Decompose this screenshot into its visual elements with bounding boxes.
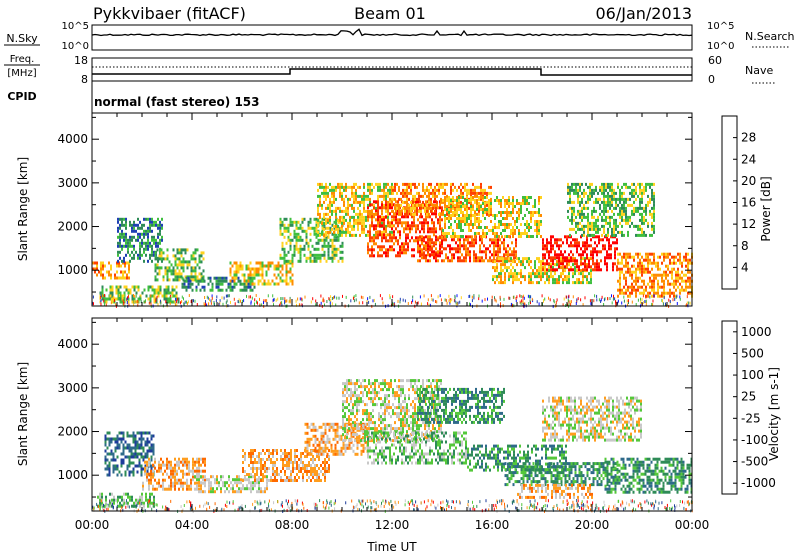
data-region — [542, 396, 642, 442]
data-region — [417, 387, 505, 424]
data-region — [229, 261, 294, 286]
freq-frame — [91, 57, 693, 82]
data-region — [367, 200, 443, 258]
colorbar-tick-label: 4 — [741, 260, 749, 274]
data-region — [442, 196, 542, 238]
y-tick-label: 1000 — [57, 263, 88, 277]
colorbar-tick-label: 20 — [741, 174, 756, 188]
data-region — [504, 462, 619, 487]
nsky-tick-bottom: 10^0 — [62, 41, 89, 52]
x-tick-label: 12:00 — [375, 518, 410, 532]
colorbar-tick-label: -1000 — [741, 476, 776, 490]
beam-title: Beam 01 — [354, 4, 426, 23]
colorbar-tick-label: 24 — [741, 152, 756, 166]
power-colorbar-label: Power [dB] — [759, 176, 773, 241]
power-panel: 1000 2000 3000 4000 Slant Range [km] 4 8 12 16… — [16, 112, 773, 308]
x-tick-label: 08:00 — [275, 518, 310, 532]
freq-label: Freq. — [10, 54, 35, 65]
colorbar-tick-label: 12 — [741, 217, 756, 231]
y-tick-label: 3000 — [57, 176, 88, 190]
power-ylabel: Slant Range [km] — [16, 157, 30, 261]
data-region — [117, 217, 163, 263]
data-region — [142, 457, 206, 491]
velocity-ylabel: Slant Range [km] — [16, 362, 30, 466]
y-tick-label: 1000 — [57, 468, 88, 482]
velocity-colorbar-label: Velocity [m s-1] — [767, 367, 781, 461]
nsky-label: N.Sky — [6, 32, 38, 45]
x-axis-title: Time UT — [366, 540, 417, 554]
nsearch-label: N.Search — [745, 30, 795, 43]
data-region — [542, 235, 618, 272]
data-region — [192, 475, 268, 494]
date-title: 06/Jan/2013 — [595, 4, 692, 23]
nsky-panel: N.Sky 10^5 10^0 10^5 10^0 N.Search — [4, 21, 795, 52]
velocity-colorbar: 1000 500 100 25 -25 -100 -500 -1000 — [721, 320, 776, 495]
cpid-label: CPID — [7, 90, 36, 103]
x-tick-label: 00:00 — [75, 518, 110, 532]
data-region — [92, 261, 130, 280]
freq-tick-top: 18 — [74, 54, 88, 67]
nsearch-tick-top: 10^5 — [707, 21, 734, 32]
data-region — [617, 252, 693, 298]
y-tick-label: 4000 — [57, 132, 88, 146]
power-y-axis: 1000 2000 3000 4000 — [57, 116, 692, 293]
power-x-axis — [91, 113, 693, 306]
y-tick-label: 2000 — [57, 425, 88, 439]
freq-trace — [92, 68, 692, 76]
data-region — [242, 449, 330, 482]
velocity-data — [92, 379, 693, 513]
nsky-frame — [91, 24, 693, 51]
x-tick-label: 00:00 — [675, 518, 710, 532]
x-tick-label: 16:00 — [475, 518, 510, 532]
colorbar-tick-label: 8 — [741, 239, 749, 253]
data-region — [279, 217, 344, 263]
freq-unit: [MHz] — [7, 68, 36, 79]
data-region — [154, 248, 205, 282]
colorbar-tick-label: 28 — [741, 131, 756, 145]
y-tick-label: 2000 — [57, 220, 88, 234]
data-region — [492, 257, 592, 285]
colorbar-tick-label: -500 — [741, 455, 768, 469]
nsky-tick-top: 10^5 — [62, 21, 89, 32]
velocity-y-axis: 1000 2000 3000 4000 — [57, 321, 692, 498]
colorbar-tick-label: 1000 — [741, 325, 772, 339]
data-region — [517, 483, 593, 499]
nave-label: Nave — [745, 64, 773, 77]
colorbar-tick-label: -25 — [741, 411, 761, 425]
power-data — [92, 182, 693, 308]
y-tick-label: 4000 — [57, 337, 88, 351]
colorbar-tick-label: 500 — [741, 346, 764, 360]
colorbar-tick-label: 16 — [741, 196, 756, 210]
velocity-x-axis: 00:00 04:00 08:00 12:00 16:00 20:00 00:00 — [75, 318, 710, 532]
data-region — [104, 431, 155, 477]
colorbar-tick-label: -100 — [741, 433, 768, 447]
freq-panel: Freq. [MHz] 18 8 60 0 Nave — [4, 54, 775, 86]
cpid-text: normal (fast stereo) 153 — [94, 95, 260, 109]
power-colorbar: 4 8 12 16 20 24 28 — [721, 115, 756, 290]
nave-tick-top: 60 — [708, 54, 722, 67]
freq-tick-bottom: 8 — [81, 73, 88, 86]
y-tick-label: 3000 — [57, 381, 88, 395]
nsearch-tick-bottom: 10^0 — [707, 41, 734, 52]
x-tick-label: 04:00 — [175, 518, 210, 532]
nsky-trace — [91, 28, 693, 37]
nave-tick-bottom: 0 — [708, 73, 715, 86]
data-region — [567, 182, 655, 237]
x-tick-label: 20:00 — [575, 518, 610, 532]
data-region — [367, 431, 467, 465]
colorbar-tick-label: 25 — [741, 390, 756, 404]
station-title: Pykkvibaer (fitACF) — [93, 4, 246, 23]
colorbar-tick-label: 100 — [741, 368, 764, 382]
velocity-panel: 1000 2000 3000 4000 00:00 04:00 08:00 12:00 16:… — [16, 317, 781, 532]
data-region — [604, 457, 693, 494]
colorbar-frame — [721, 320, 738, 495]
